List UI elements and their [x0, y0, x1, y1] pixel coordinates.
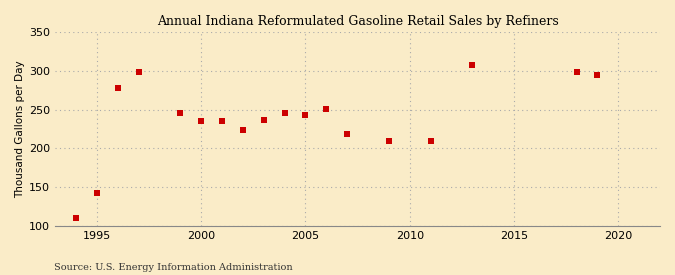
Point [217, 119, 227, 123]
Point [71, 216, 82, 220]
Point [92, 191, 103, 196]
Title: Annual Indiana Reformulated Gasoline Retail Sales by Refiners: Annual Indiana Reformulated Gasoline Ret… [157, 15, 558, 28]
Text: Source: U.S. Energy Information Administration: Source: U.S. Energy Information Administ… [54, 263, 293, 272]
Point [112, 86, 123, 90]
Point [259, 118, 269, 123]
Point [592, 72, 603, 77]
Point [279, 111, 290, 116]
Point [300, 113, 310, 117]
Point [133, 69, 144, 74]
Point [238, 128, 248, 132]
Point [342, 131, 352, 136]
Point [175, 111, 186, 115]
Point [196, 119, 207, 123]
Point [425, 139, 436, 144]
Point [321, 106, 331, 111]
Y-axis label: Thousand Gallons per Day: Thousand Gallons per Day [15, 60, 25, 198]
Point [571, 70, 582, 75]
Point [383, 139, 394, 144]
Point [467, 63, 478, 67]
